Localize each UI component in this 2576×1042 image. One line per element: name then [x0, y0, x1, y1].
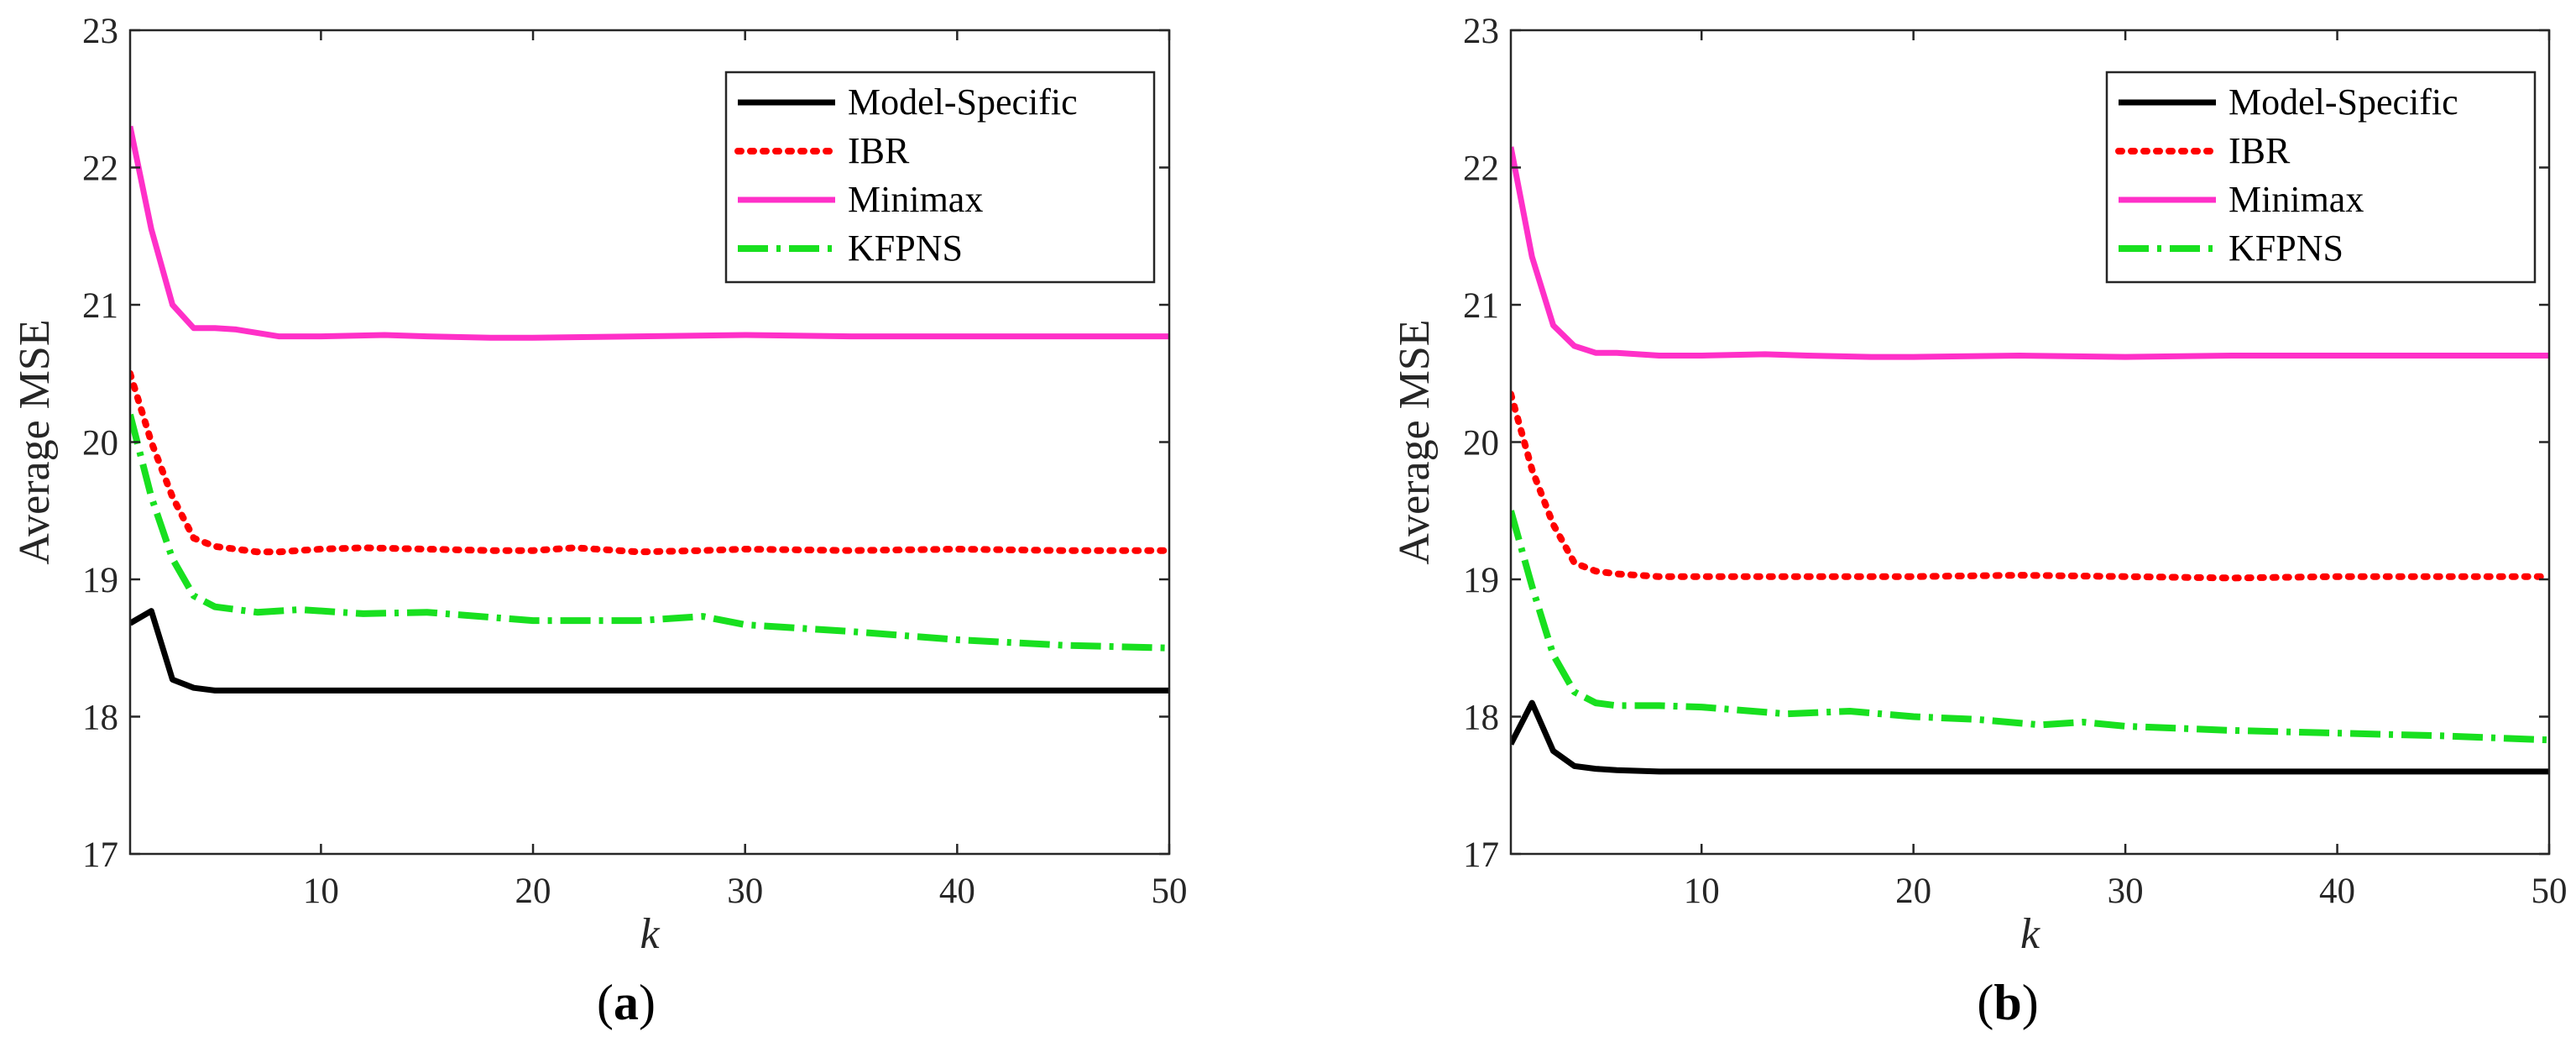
- caption-letter: b: [1993, 975, 2021, 1030]
- series-line-ibr: [130, 369, 1169, 556]
- series-line-ibr: [1511, 390, 2549, 582]
- x-tick-label: 40: [939, 872, 975, 911]
- series-line-kfpns: [130, 413, 1169, 652]
- x-tick-label: 50: [1152, 872, 1188, 911]
- y-tick-label: 21: [82, 286, 118, 326]
- chart-panel-b: 10 20 30 40 50 17 18 19 20 21 22 23 k Average MSE Mode…: [1391, 12, 2568, 1030]
- y-tick-label: 23: [1463, 12, 1499, 51]
- y-tick-label: 20: [1463, 424, 1499, 463]
- x-tick-label: 10: [303, 872, 339, 911]
- y-tick-label: 22: [1463, 149, 1499, 189]
- x-axis-label: k: [640, 910, 660, 958]
- x-tick-label: 20: [1895, 872, 1931, 911]
- legend-entry-label: Model-Specific: [2229, 81, 2458, 123]
- series-line-kfpns: [1511, 510, 2549, 744]
- legend-entry-label: Minimax: [848, 179, 983, 220]
- series-group: [1511, 146, 2549, 775]
- series-line-minimax: [1511, 146, 2549, 360]
- caption-close-paren: ): [2022, 975, 2039, 1030]
- legend: Model-Specific IBR Minimax KFPNS: [2105, 71, 2537, 284]
- legend-entry-label: IBR: [848, 130, 910, 171]
- y-axis-label: Average MSE: [11, 319, 59, 564]
- y-tick-label: 19: [1463, 561, 1499, 600]
- y-tick-label: 23: [82, 12, 118, 51]
- x-tick-label: 30: [2108, 872, 2144, 911]
- legend: Model-Specific IBR Minimax KFPNS: [724, 71, 1156, 284]
- x-tick-label: 20: [515, 872, 551, 911]
- y-axis-label: Average MSE: [1391, 319, 1439, 564]
- x-axis-label: k: [2020, 910, 2040, 958]
- series-line-model-specific: [1511, 699, 2549, 775]
- y-tick-label: 18: [82, 699, 118, 738]
- x-tick-label: 50: [2532, 872, 2568, 911]
- x-tick-label: 40: [2319, 872, 2355, 911]
- y-tick-label: 17: [82, 835, 118, 875]
- series-line-minimax: [130, 125, 1169, 341]
- y-tick-label: 20: [82, 424, 118, 463]
- y-tick-label: 22: [82, 149, 118, 189]
- legend-entry-label: Minimax: [2229, 179, 2364, 220]
- series-line-model-specific: [130, 608, 1169, 694]
- caption-open-paren: (: [597, 975, 614, 1030]
- chart-panel-a: 10 20 30 40 50 17 18 19 20 21 22 23 k Average MSE Mode…: [11, 12, 1188, 1030]
- caption-open-paren: (: [1977, 975, 1993, 1030]
- legend-entry-label: Model-Specific: [848, 81, 1078, 123]
- panels: 10 20 30 40 50 17 18 19 20 21 22 23 k Average MSE Mode…: [11, 12, 2568, 1030]
- y-tick-label: 21: [1463, 286, 1499, 326]
- y-tick-label: 17: [1463, 835, 1499, 875]
- caption-close-paren: ): [639, 975, 656, 1030]
- caption-letter: a: [614, 975, 639, 1030]
- y-tick-label: 18: [1463, 699, 1499, 738]
- series-group: [130, 125, 1169, 694]
- legend-entry-label: KFPNS: [848, 228, 963, 269]
- legend-entry-label: KFPNS: [2229, 228, 2343, 269]
- y-tick-label: 19: [82, 561, 118, 600]
- x-tick-label: 10: [1684, 872, 1720, 911]
- legend-entry-label: IBR: [2229, 130, 2291, 171]
- panel-caption: (b): [1977, 975, 2038, 1030]
- panel-caption: (a): [597, 975, 656, 1030]
- x-tick-label: 30: [727, 872, 763, 911]
